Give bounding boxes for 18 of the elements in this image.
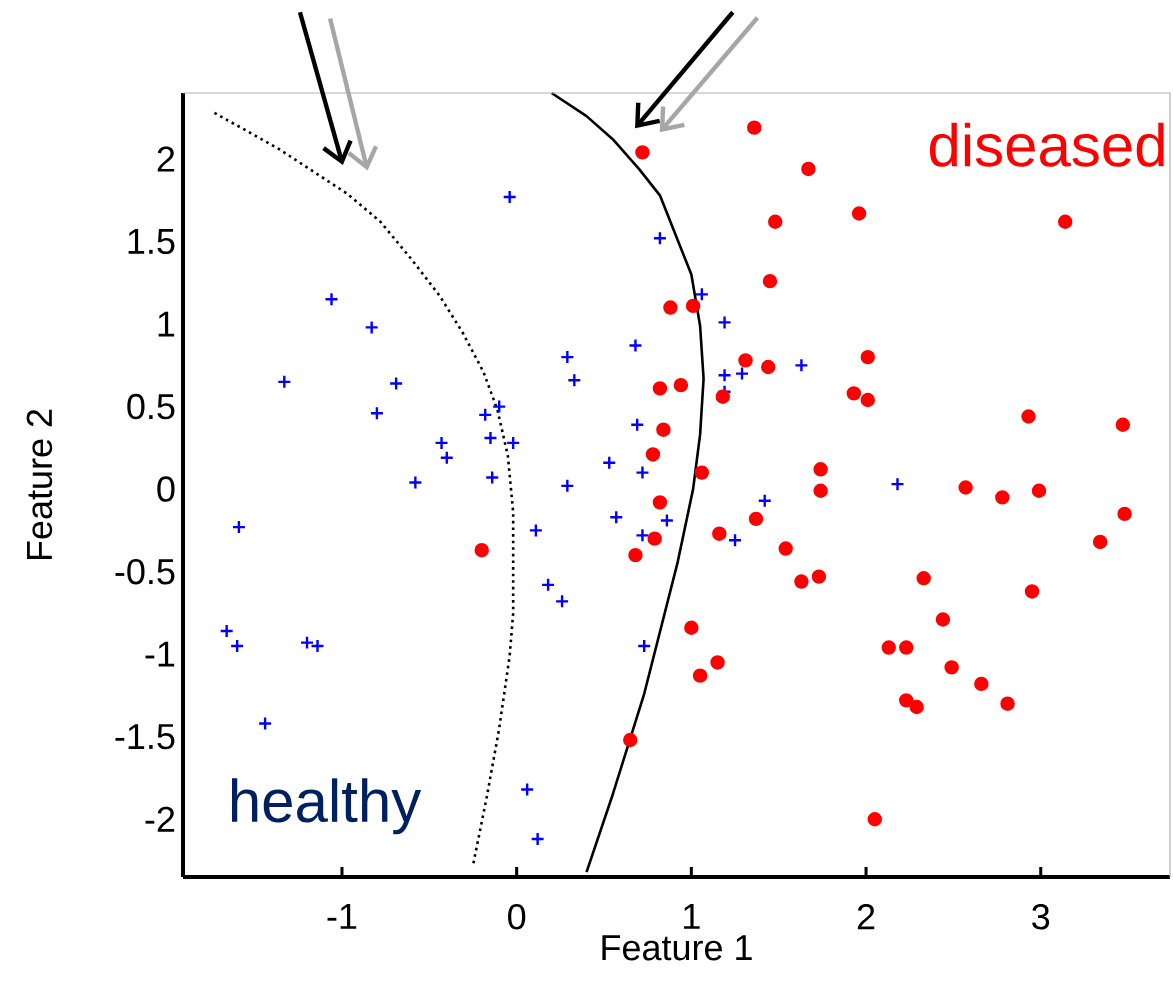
annotation: healthy [231,778,422,835]
x-tick-label: 0 [508,904,526,930]
y-tick-label: -0.5 [115,558,175,585]
y-tick-label: -2 [145,806,175,832]
x-tick-label: 2 [857,904,875,930]
y-tick-label: 0.5 [127,393,175,420]
x-axis-title: Feature 1 [602,935,752,961]
y-axis-title: Feature 2 [26,409,53,560]
y-tick-label: 1 [158,311,175,337]
x-tick-label: -1 [327,904,357,929]
y-tick-label: -1 [145,641,175,667]
x-tick-label: 1 [684,904,700,929]
y-tick-label: 0 [157,476,175,502]
annotation: diseased [929,122,1164,167]
x-tick-label: 3 [1032,904,1050,930]
y-tick-label: 1.5 [128,228,175,255]
y-tick-label: 2 [157,146,175,172]
y-tick-label: -1.5 [115,724,175,750]
